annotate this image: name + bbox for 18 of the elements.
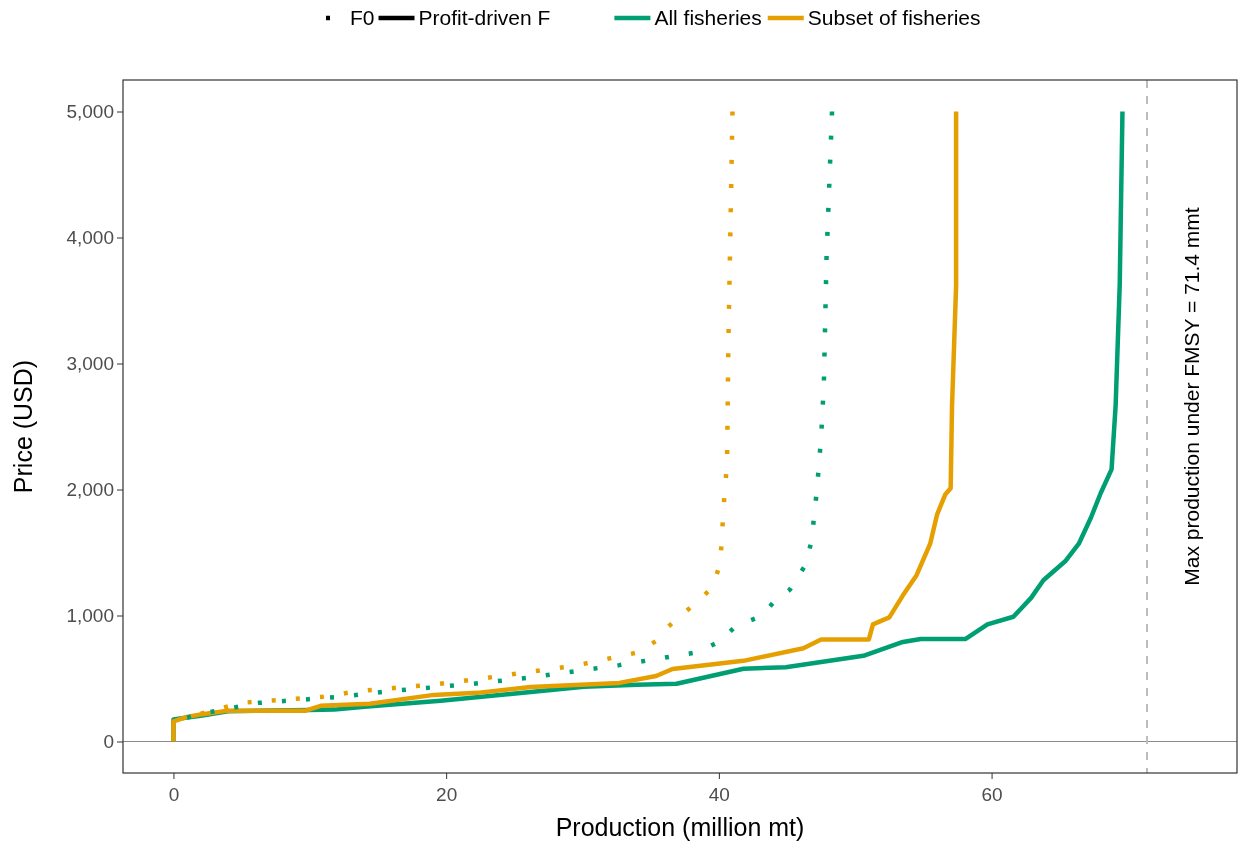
y-tick-label: 5,000 [66, 101, 114, 123]
y-tick-label: 4,000 [66, 227, 114, 249]
x-tick-label: 40 [708, 784, 730, 805]
y-tick-label: 1,000 [66, 605, 114, 627]
line-series [171, 109, 959, 744]
legend-label: Subset of fisheries [807, 6, 981, 30]
y-axis-title: Price (USD) [9, 359, 37, 494]
ref-line-label: Max production under FMSY = 71.4 mmt [1180, 207, 1204, 586]
x-tick-label: 0 [168, 784, 180, 805]
text: Profit-driven F [418, 6, 551, 30]
y-tick-label: 2,000 [66, 479, 114, 501]
x-axis-title: Production (million mt) [555, 813, 805, 841]
y-tick-label: 3,000 [66, 353, 114, 375]
text: F0 [350, 6, 375, 30]
legend-label: All fisheries [654, 6, 762, 30]
x-tick-label: 60 [981, 784, 1003, 805]
x-tick-label: 20 [436, 784, 458, 805]
y-tick-label: 0 [103, 731, 114, 753]
